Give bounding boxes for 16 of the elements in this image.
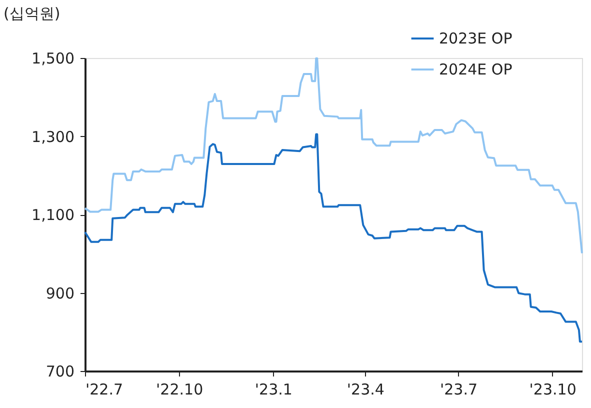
legend-label: 2023E OP: [439, 30, 512, 48]
y-tick-label: 1,100: [32, 206, 74, 224]
x-tick-label: '23.10: [529, 380, 576, 398]
line-series: [84, 57, 583, 254]
legend-label: 2024E OP: [439, 60, 512, 78]
y-tick-label: 1,300: [32, 128, 74, 146]
y-tick-label: 900: [46, 284, 74, 302]
y-tick-label: 700: [46, 362, 74, 380]
x-tick-label: '23.4: [346, 380, 384, 398]
y-axis-title: (십억원): [4, 4, 60, 22]
x-tick-label: '23.7: [440, 380, 478, 398]
x-tick-label: '22.7: [86, 380, 124, 398]
x-tick-label: '22.10: [156, 380, 204, 398]
y-tick-label: 1,500: [32, 50, 74, 68]
line-series: [84, 133, 583, 343]
x-tick-label: '23.1: [254, 380, 292, 398]
